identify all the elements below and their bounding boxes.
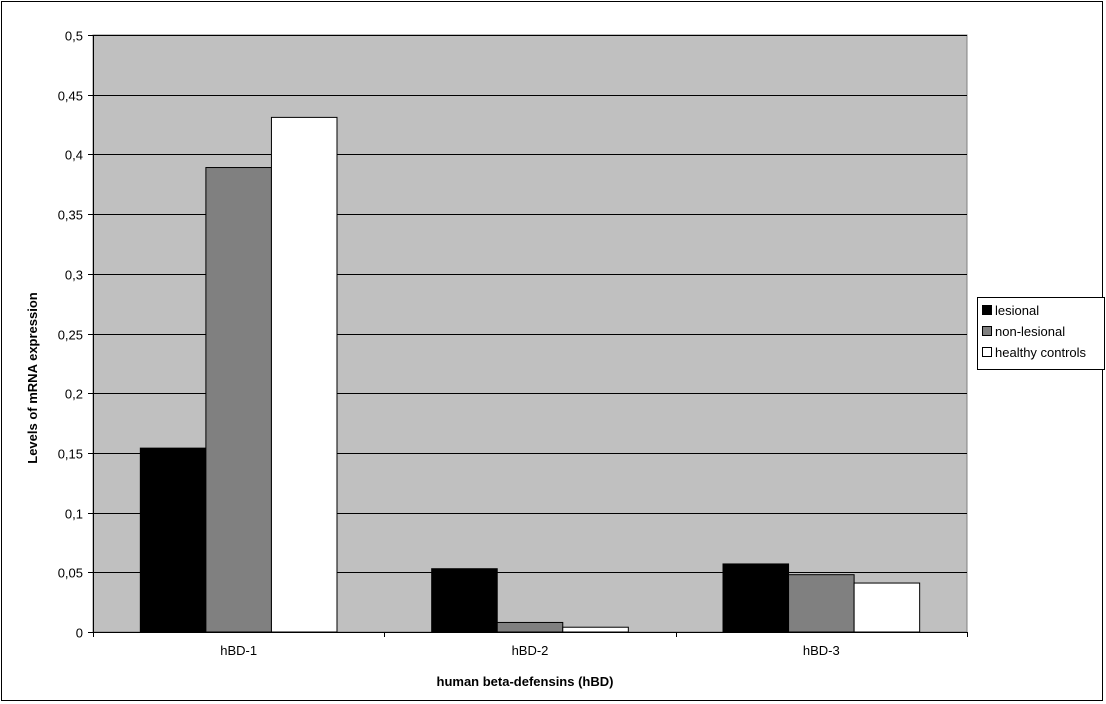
y-tick-label: 0,45 [58,89,83,104]
legend: lesional non-lesional healthy controls [977,297,1105,370]
legend-swatch [982,326,992,336]
bar-healthy-controls-hBD-2 [562,626,629,633]
x-tick-label: hBD-3 [803,643,840,658]
legend-box [977,297,1105,370]
x-axis-title: human beta-defensins (hBD) [437,674,614,689]
plot-area [92,34,968,633]
bar-non-lesional-hBD-2 [496,621,564,633]
legend-label: lesional [995,303,1039,318]
bar-healthy-controls-hBD-1 [270,116,338,633]
y-tick-label: 0,25 [58,328,83,343]
legend-label: healthy controls [995,345,1087,360]
y-tick-label: 0,1 [65,507,83,522]
legend-swatch [982,347,992,357]
y-tick-label: 0,05 [58,566,83,581]
bar-non-lesional-hBD-1 [205,167,272,633]
y-axis-ticks: 0 0,05 0,1 0,15 0,2 0,25 0,3 0,35 0,4 0,45 0,5 [58,29,93,641]
y-axis-title: Levels of mRNA expression [25,292,40,464]
x-tick-label: hBD-1 [220,643,257,658]
y-tick-label: 0,15 [58,447,83,462]
x-axis-ticks: hBD-1 hBD-2 hBD-3 [93,632,968,658]
y-tick-label: 0,2 [65,387,83,402]
legend-label: non-lesional [995,324,1065,339]
bar-lesional-hBD-1 [139,447,207,633]
y-tick-label: 0,5 [65,29,83,44]
bar-healthy-controls-hBD-3 [853,582,921,633]
y-tick-label: 0,3 [65,268,83,283]
bar-lesional-hBD-3 [722,563,790,633]
legend-swatch [982,305,992,315]
y-tick-label: 0,35 [58,208,83,223]
y-tick-label: 0 [76,626,83,641]
bar-lesional-hBD-2 [431,568,498,633]
x-tick-label: hBD-2 [512,643,549,658]
y-tick-label: 0,4 [65,148,83,163]
bar-non-lesional-hBD-3 [788,574,855,633]
